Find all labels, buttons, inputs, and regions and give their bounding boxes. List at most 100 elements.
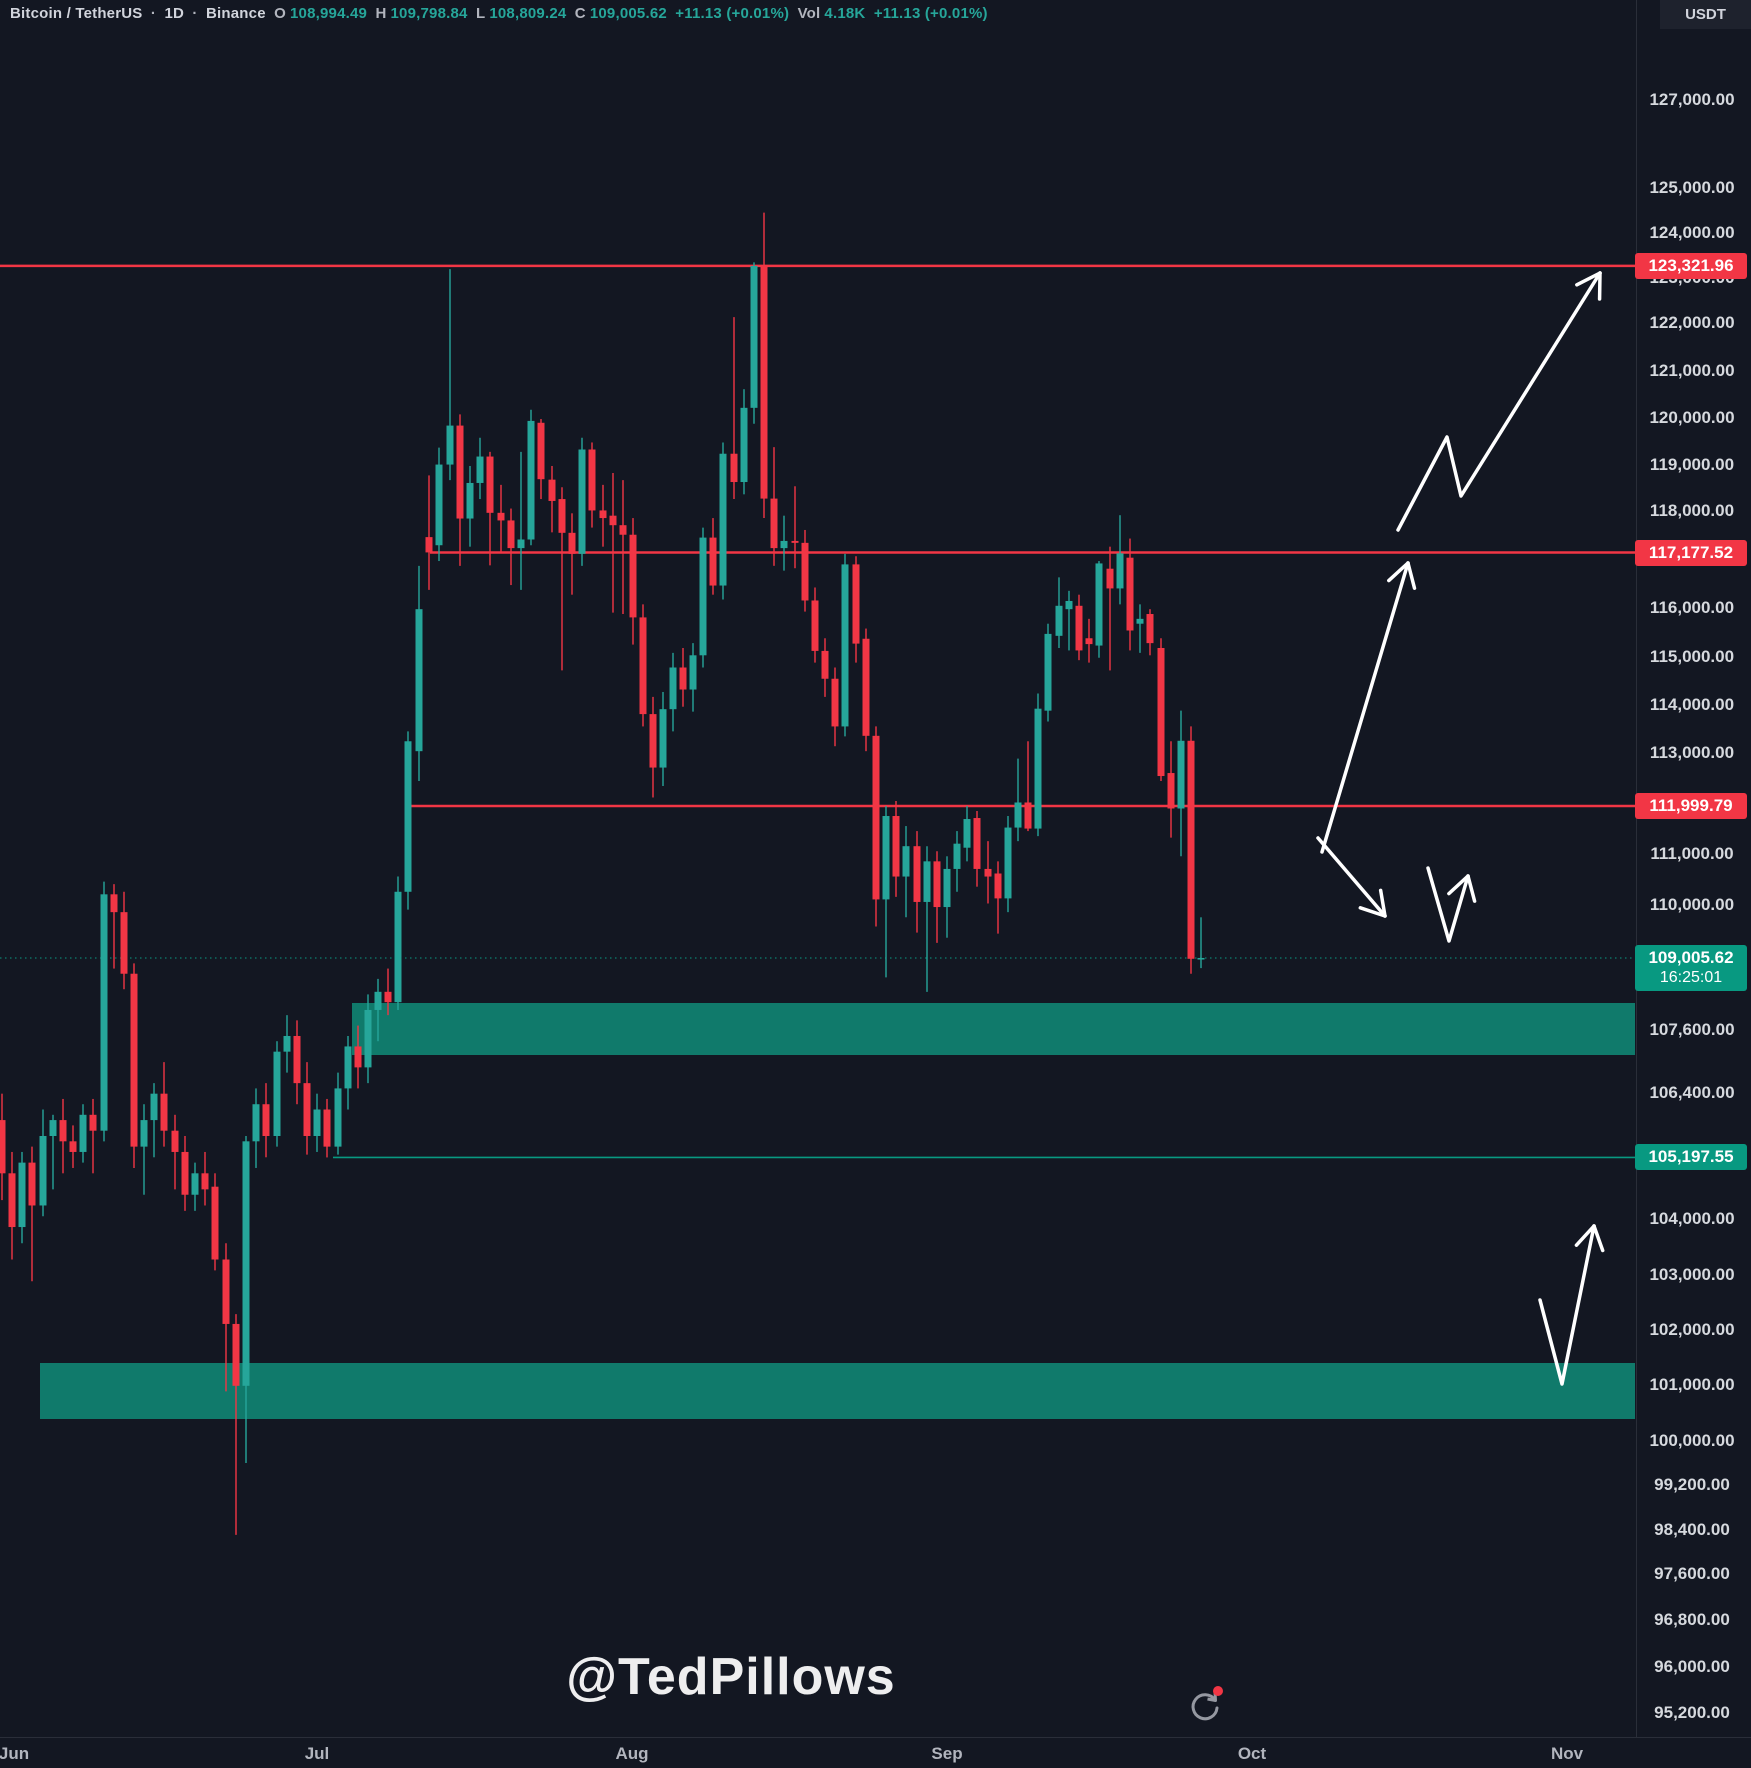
candle-body (313, 1109, 321, 1137)
y-axis-label: 104,000.00 (1649, 1209, 1735, 1228)
candle-body (1034, 708, 1042, 829)
candle-body (171, 1130, 179, 1152)
candle-body (446, 425, 454, 465)
candle-body (89, 1114, 97, 1131)
candle-body (404, 741, 412, 892)
trend-arrow-drawing[interactable] (1538, 1224, 1605, 1386)
candle-body (619, 525, 627, 535)
candle-body (719, 453, 727, 586)
candle-body (1136, 618, 1144, 624)
trend-arrow-drawing[interactable] (1316, 836, 1387, 918)
symbol-header[interactable]: Bitcoin / TetherUS · 1D · Binance O 108,9… (10, 5, 988, 22)
candle-body (476, 456, 484, 483)
candle-body (841, 564, 849, 727)
candle-body (69, 1141, 77, 1152)
candle-body (1106, 568, 1114, 589)
y-axis-label: 99,200.00 (1654, 1475, 1730, 1494)
x-axis-label: Nov (1550, 1744, 1584, 1763)
candle-body (28, 1162, 36, 1206)
volume-value: 4.18K (824, 5, 866, 22)
open-value: 108,994.49 (290, 5, 368, 22)
y-axis-label: 102,000.00 (1649, 1320, 1735, 1339)
candle-body (699, 537, 707, 656)
candle-body (364, 1009, 372, 1068)
candle-body (191, 1173, 199, 1195)
candle-body (882, 816, 890, 900)
candle-body (0, 1120, 6, 1174)
x-axis-label: Jun (0, 1744, 30, 1763)
candle-body (517, 539, 525, 549)
candle-body (456, 425, 464, 519)
y-axis-label: 96,000.00 (1654, 1657, 1730, 1676)
symbol-name[interactable]: Bitcoin / TetherUS (10, 5, 143, 22)
candle-body (780, 540, 788, 549)
candle-body (18, 1162, 26, 1228)
candle-body (558, 499, 566, 533)
watermark: @TedPillows (566, 1648, 896, 1706)
candle-body (578, 449, 586, 554)
y-axis-label: 95,200.00 (1654, 1703, 1730, 1722)
volume-change: +11.13 (+0.01%) (873, 5, 988, 22)
candle-body (760, 265, 768, 499)
candle-body (1167, 773, 1175, 809)
candle-body (943, 868, 951, 908)
candle-body (497, 512, 505, 521)
candle-body (599, 510, 607, 519)
candle-body (1126, 557, 1134, 631)
candle-body (120, 912, 128, 974)
exchange-name: Binance (205, 5, 266, 22)
supply-demand-zone[interactable] (40, 1363, 1635, 1419)
y-axis-label: 124,000.00 (1649, 223, 1735, 242)
y-axis-label: 119,000.00 (1649, 455, 1735, 474)
trend-arrow-drawing[interactable] (1396, 271, 1602, 532)
candle-body (973, 818, 981, 869)
candle-body (639, 617, 647, 715)
candle-body (913, 846, 921, 902)
candle-body (679, 667, 687, 690)
candle-body (609, 515, 617, 526)
candle-body (689, 655, 697, 690)
candle-body (1116, 553, 1124, 589)
y-axis-label: 113,000.00 (1649, 743, 1735, 762)
candle-body (984, 868, 992, 877)
candle-body (1075, 605, 1083, 651)
candle-body (49, 1120, 57, 1137)
refresh-icon[interactable] (1185, 1686, 1225, 1726)
trend-arrow-drawing[interactable] (1426, 866, 1477, 943)
y-axis-label: 125,000.00 (1649, 178, 1735, 197)
candle-body (140, 1120, 148, 1147)
candle-body (659, 709, 667, 768)
candle-body (334, 1088, 342, 1147)
currency-toggle-button[interactable]: USDT (1660, 0, 1751, 29)
candle-body (232, 1323, 240, 1386)
candle-body (709, 537, 717, 586)
candle-body (303, 1083, 311, 1137)
y-axis-label: 106,400.00 (1649, 1083, 1735, 1102)
open-label: O (274, 5, 286, 22)
y-axis-label: 127,000.00 (1649, 90, 1735, 109)
x-axis-label: Sep (931, 1744, 963, 1763)
candle-body (1187, 740, 1195, 959)
candle-body (273, 1051, 281, 1137)
candle-body (963, 819, 971, 848)
candle-body (262, 1104, 270, 1137)
candle-body (8, 1173, 16, 1228)
price-level-badge: 111,999.79 (1635, 793, 1747, 819)
candle-body (354, 1046, 362, 1068)
candle-body (568, 532, 576, 554)
price-level-badge: 117,177.52 (1635, 539, 1747, 566)
candle-body (740, 407, 748, 483)
candle-body (181, 1151, 189, 1195)
timeframe[interactable]: 1D (164, 5, 185, 22)
candle-body (770, 498, 778, 549)
y-axis-label: 115,000.00 (1649, 647, 1735, 666)
y-axis-label: 114,000.00 (1649, 695, 1735, 714)
countdown-timer: 16:25:01 (1659, 968, 1723, 986)
trend-arrow-drawing[interactable] (1320, 561, 1417, 854)
candle-body (1055, 605, 1063, 636)
candle-body (1004, 827, 1012, 899)
supply-demand-zone[interactable] (352, 1003, 1635, 1055)
candle-body (933, 861, 941, 908)
